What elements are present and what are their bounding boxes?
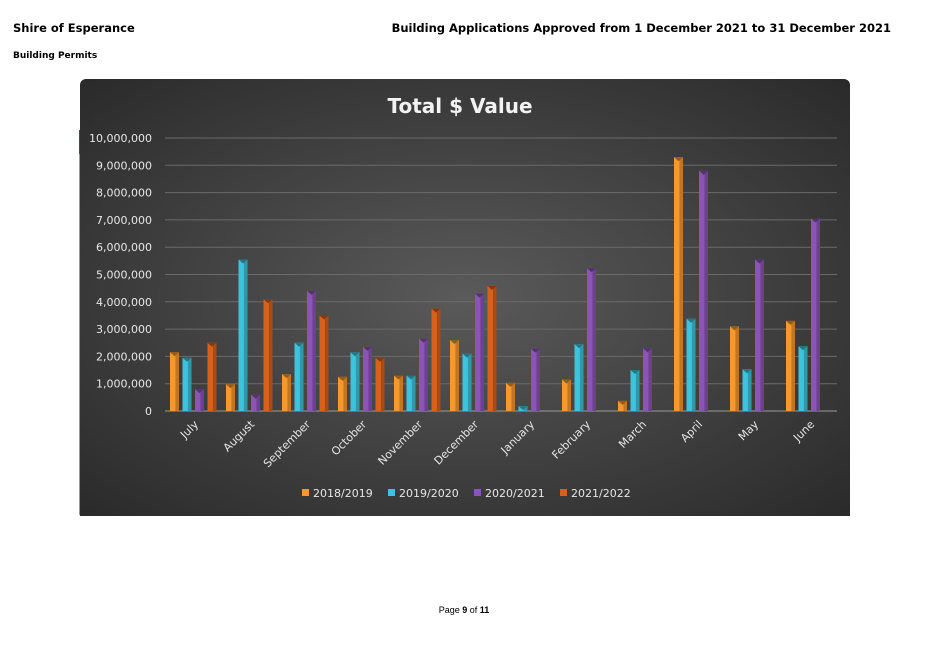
bar <box>587 268 596 411</box>
y-tick-label: 6,000,000 <box>96 241 152 254</box>
section-title: Building Permits <box>13 51 98 61</box>
bar <box>630 370 640 411</box>
legend-entry: 2020/2021 <box>474 487 545 500</box>
y-tick-label: 8,000,000 <box>96 187 152 200</box>
legend-label: 2018/2019 <box>313 487 373 500</box>
bar <box>618 400 627 411</box>
bar <box>643 348 652 411</box>
y-tick-label: 9,000,000 <box>96 159 152 172</box>
bar-chart: Total $ Value 0 1,000,000 2,000,000 3,000,0… <box>89 94 837 500</box>
grid-lines <box>165 137 837 412</box>
organization-name: Shire of Esperance <box>13 21 135 35</box>
bar <box>182 357 192 411</box>
report-title: Building Applications Approved from 1 De… <box>391 21 891 35</box>
legend-label: 2019/2020 <box>399 487 459 500</box>
legend-entry: 2018/2019 <box>302 487 373 500</box>
bar <box>195 389 204 411</box>
legend-label: 2020/2021 <box>485 487 545 500</box>
x-tick-label: May <box>736 418 762 444</box>
bar <box>207 342 217 411</box>
bar <box>686 318 696 411</box>
bars <box>170 157 820 411</box>
legend-entry: 2021/2022 <box>560 487 631 500</box>
x-tick-label: January <box>498 418 538 458</box>
page-total: 11 <box>479 605 490 615</box>
bar <box>363 346 372 411</box>
y-tick-label: 1,000,000 <box>96 378 152 391</box>
y-tick-label: 7,000,000 <box>96 214 152 227</box>
bar <box>462 353 472 411</box>
x-tick-label: September <box>261 418 314 471</box>
legend-label: 2021/2022 <box>571 487 631 500</box>
y-tick-label: 10,000,000 <box>89 132 152 145</box>
bar <box>475 293 484 411</box>
x-tick-label: July <box>177 418 201 442</box>
bar <box>238 259 248 411</box>
bar <box>562 379 571 411</box>
y-tick-label: 0 <box>145 405 152 418</box>
y-tick-label: 2,000,000 <box>96 350 152 363</box>
x-tick-label: June <box>790 418 817 445</box>
legend-entry: 2019/2020 <box>388 487 459 500</box>
bar <box>226 384 235 411</box>
legend-swatch <box>302 489 309 496</box>
bar <box>518 406 528 411</box>
legend-swatch <box>388 489 395 496</box>
page-footer: Page 9 of 11 <box>0 605 928 615</box>
chart-title: Total $ Value <box>387 94 532 118</box>
y-tick-label: 5,000,000 <box>96 269 152 282</box>
x-tick-label: August <box>221 417 258 454</box>
legend: 2018/2019 2019/2020 2020/2021 2021/2022 <box>302 487 631 500</box>
of-label: of <box>469 605 478 615</box>
bar <box>170 352 179 411</box>
bar <box>798 346 808 411</box>
bar <box>786 320 795 411</box>
bar <box>319 315 329 411</box>
x-tick-label: October <box>329 418 370 459</box>
chart-container: Total $ Value 0 1,000,000 2,000,000 3,000,0… <box>80 79 850 516</box>
y-tick-label: 4,000,000 <box>96 296 152 309</box>
page-current: 9 <box>462 605 468 615</box>
bar <box>674 157 683 411</box>
bar <box>294 342 304 411</box>
bar <box>699 170 708 411</box>
bar <box>375 357 385 411</box>
bar <box>574 344 584 411</box>
bar <box>487 285 497 411</box>
bar <box>263 299 273 411</box>
bar <box>531 348 540 411</box>
bar <box>406 375 416 411</box>
bar <box>755 259 764 411</box>
bar <box>350 352 360 411</box>
bar <box>730 326 739 411</box>
bar <box>431 308 441 411</box>
y-tick-label: 3,000,000 <box>96 323 152 336</box>
x-tick-label: April <box>678 418 705 445</box>
y-axis: 0 1,000,000 2,000,000 3,000,000 4,000,000 5,0… <box>89 132 152 418</box>
page-label: Page <box>438 605 460 615</box>
x-tick-label: December <box>432 418 482 468</box>
legend-swatch <box>560 489 567 496</box>
bar <box>506 382 515 411</box>
bar <box>282 374 291 411</box>
bar <box>419 338 428 411</box>
x-tick-label: March <box>616 418 649 451</box>
bar <box>251 394 260 411</box>
left-border <box>79 130 80 515</box>
bar <box>742 369 752 411</box>
bar <box>811 218 820 411</box>
x-tick-label: November <box>375 418 425 468</box>
x-axis: July August September October November Decemb… <box>177 417 817 470</box>
legend-swatch <box>474 489 481 496</box>
bar <box>450 340 459 411</box>
bar <box>307 290 316 411</box>
bar <box>394 375 403 411</box>
bar <box>338 376 347 411</box>
x-tick-label: February <box>549 418 593 462</box>
